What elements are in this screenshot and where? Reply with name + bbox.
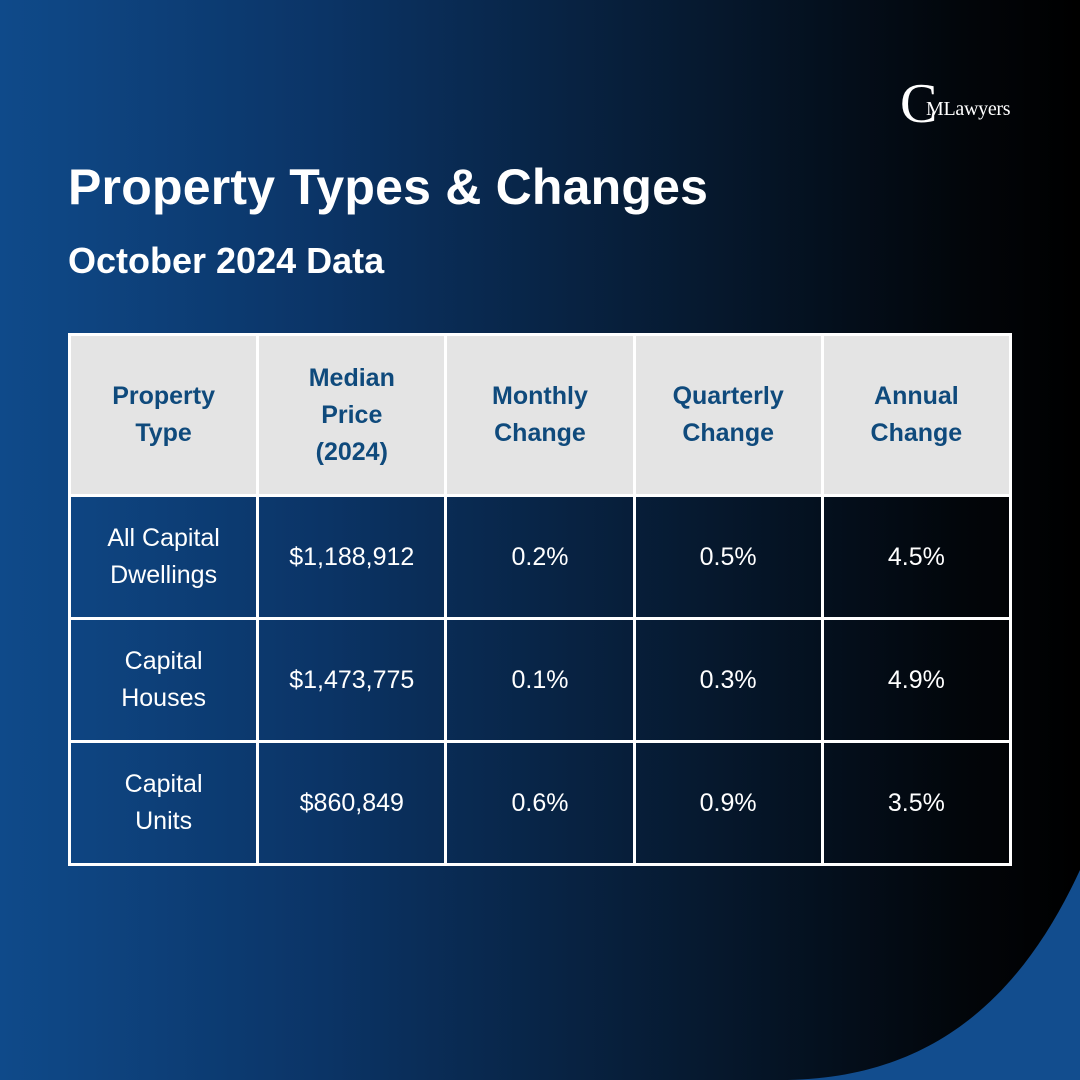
cell-quarterly-change: 0.3% <box>632 617 824 743</box>
header-line: Annual <box>874 382 959 410</box>
cell-line: Houses <box>121 684 206 712</box>
cell-line: Dwellings <box>110 561 218 589</box>
cell-median-price: $860,849 <box>256 740 448 866</box>
cell-annual-change: 3.5% <box>820 740 1013 866</box>
cell-quarterly-change: 0.9% <box>632 740 824 866</box>
page-subtitle: October 2024 Data <box>68 240 385 281</box>
header-monthly-change: Monthly Change <box>444 333 636 497</box>
cell-annual-change: 4.5% <box>820 494 1013 620</box>
cell-annual-change: 4.9% <box>820 617 1013 743</box>
cell-property-type: Capital Units <box>67 740 260 866</box>
header-property-type: Property Type <box>67 333 260 497</box>
header-line: Price <box>321 400 383 429</box>
header-line: Property <box>112 382 215 410</box>
cell-monthly-change: 0.2% <box>444 494 636 620</box>
cell-line: Capital <box>124 770 203 798</box>
header-line: Median <box>308 363 395 392</box>
page-title: Property Types & Changes <box>68 159 709 215</box>
cell-median-price: $1,188,912 <box>256 494 448 620</box>
logo-initial: C <box>900 73 938 135</box>
cell-monthly-change: 0.1% <box>444 617 636 743</box>
table-row: All Capital Dwellings $1,188,912 0.2% 0.5… <box>67 494 1013 620</box>
header-median-price: Median Price (2024) <box>256 333 448 497</box>
cell-line: Capital <box>124 647 203 675</box>
header-line: (2024) <box>315 437 388 466</box>
table-row: Capital Units $860,849 0.6% 0.9% 3.5% <box>67 740 1013 866</box>
cell-line: All Capital <box>107 524 220 552</box>
cell-property-type: Capital Houses <box>67 617 260 743</box>
cell-median-price: $1,473,775 <box>256 617 448 743</box>
header-line: Quarterly <box>672 382 784 410</box>
header-line: Monthly <box>492 382 588 410</box>
cell-quarterly-change: 0.5% <box>632 494 824 620</box>
cell-property-type: All Capital Dwellings <box>67 494 260 620</box>
cell-monthly-change: 0.6% <box>444 740 636 866</box>
table-row: Capital Houses $1,473,775 0.1% 0.3% 4.9% <box>67 617 1013 743</box>
logo-text: MLawyers <box>926 98 1011 120</box>
table-header-row: Property Type Median Price (2024) Monthly Ch… <box>67 333 1013 497</box>
header-quarterly-change: Quarterly Change <box>632 333 824 497</box>
header-annual-change: Annual Change <box>820 333 1013 497</box>
header-line: Type <box>135 419 192 447</box>
cell-line: Units <box>135 807 193 835</box>
header-line: Change <box>870 419 963 447</box>
header-line: Change <box>494 419 586 447</box>
property-table: Property Type Median Price (2024) Monthly Ch… <box>67 333 1013 866</box>
header-line: Change <box>682 419 774 447</box>
